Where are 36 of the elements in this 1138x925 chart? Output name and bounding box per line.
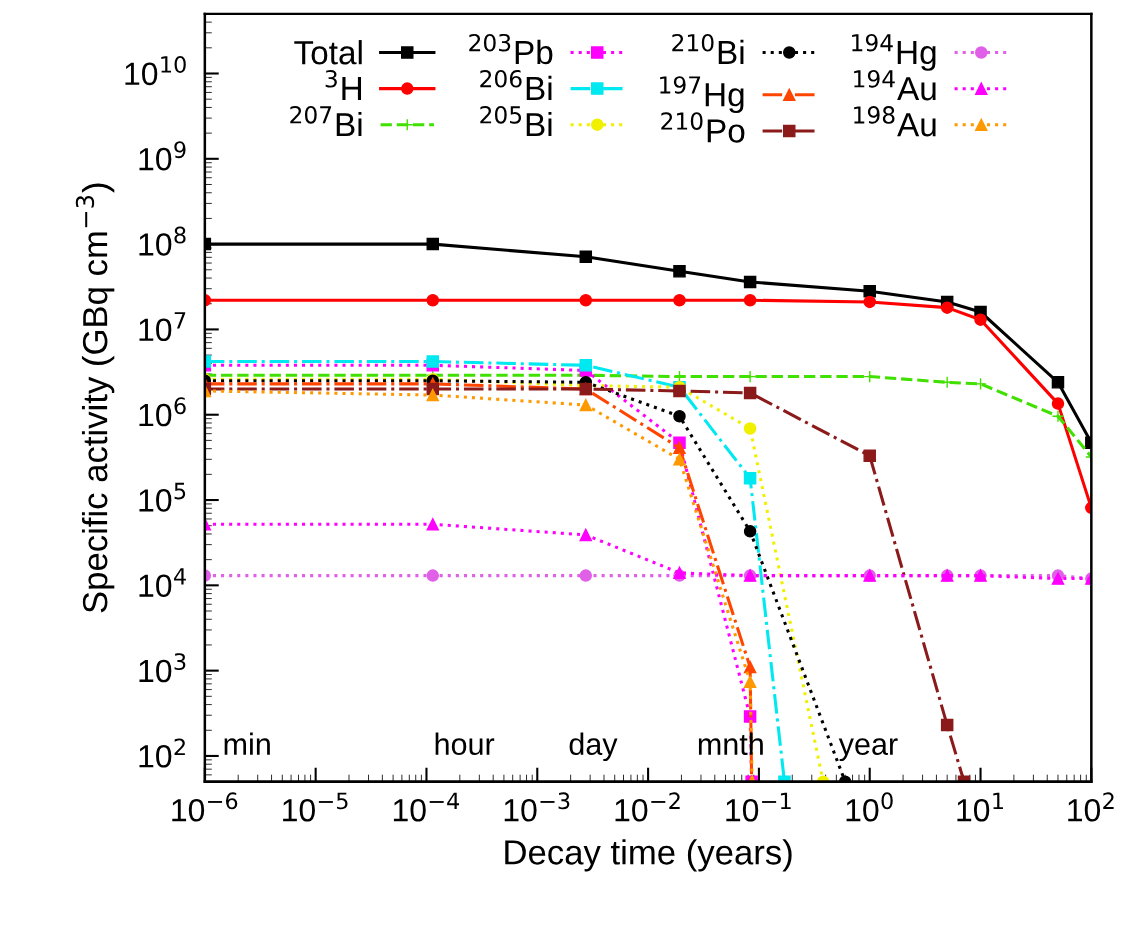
- x-tick-label: 10$^{1}$: [957, 792, 1003, 822]
- x-tick-label: 10$^{−1}$: [726, 792, 791, 822]
- x-axis-title: Decay time (years): [505, 839, 792, 872]
- legend-label: $^{203}$Pb: [469, 33, 553, 65]
- annotation: hour: [435, 732, 495, 756]
- y-tick-label: 10$^{5}$: [139, 482, 186, 512]
- y-tick-label: 10$^{4}$: [139, 568, 186, 598]
- annotation: year: [838, 738, 898, 762]
- y-axis-title: Specific activity (GBq cm$^{−3}$): [75, 183, 115, 613]
- x-tick-label: 10$^{2}$: [1068, 792, 1114, 822]
- x-tick-label: 10$^{−5}$: [283, 792, 348, 822]
- legend-label: $^{207}$Bi: [290, 106, 362, 137]
- legend-label: $^{3}$H: [325, 69, 362, 101]
- legend-label: $^{194}$Au: [854, 70, 936, 101]
- annotation: day: [569, 732, 618, 762]
- legend-label: $^{210}$Po: [661, 112, 745, 143]
- legend-label: $^{210}$Bi: [672, 33, 744, 64]
- x-tick-label: 10$^{−3}$: [504, 792, 570, 822]
- legend-label: $^{205}$Bi: [480, 106, 552, 137]
- y-tick-label: 10$^{9}$: [139, 141, 186, 171]
- y-tick-label: 10$^{3}$: [139, 653, 186, 683]
- y-tick-label: 10$^{8}$: [139, 226, 186, 256]
- legend-label: Total: [294, 40, 362, 65]
- x-tick-label: 10$^{0}$: [846, 792, 893, 822]
- legend-label: $^{206}$Bi: [480, 69, 552, 101]
- y-tick-label: 10$^{2}$: [139, 738, 185, 768]
- x-tick-label: 10$^{−6}$: [172, 792, 238, 822]
- legend-label: $^{198}$Au: [854, 106, 936, 137]
- annotation: mnth: [698, 732, 763, 755]
- x-tick-label: 10$^{−2}$: [615, 792, 680, 822]
- x-tick-label: 10$^{−4}$: [393, 792, 460, 822]
- annotation: min: [224, 732, 270, 755]
- y-tick-label: 10$^{7}$: [139, 312, 186, 342]
- y-tick-label: 10$^{10}$: [125, 56, 186, 86]
- legend-label: $^{194}$Hg: [852, 33, 936, 71]
- y-tick-label: 10$^{6}$: [139, 397, 186, 427]
